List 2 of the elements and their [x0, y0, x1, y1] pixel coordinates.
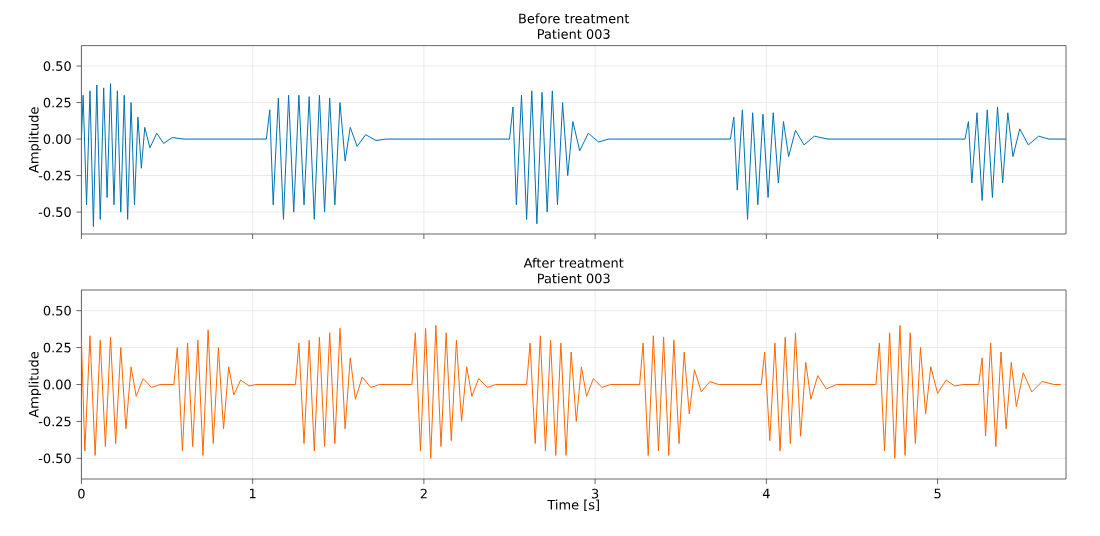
line-series	[81, 83, 1067, 228]
line-series	[81, 324, 1062, 459]
